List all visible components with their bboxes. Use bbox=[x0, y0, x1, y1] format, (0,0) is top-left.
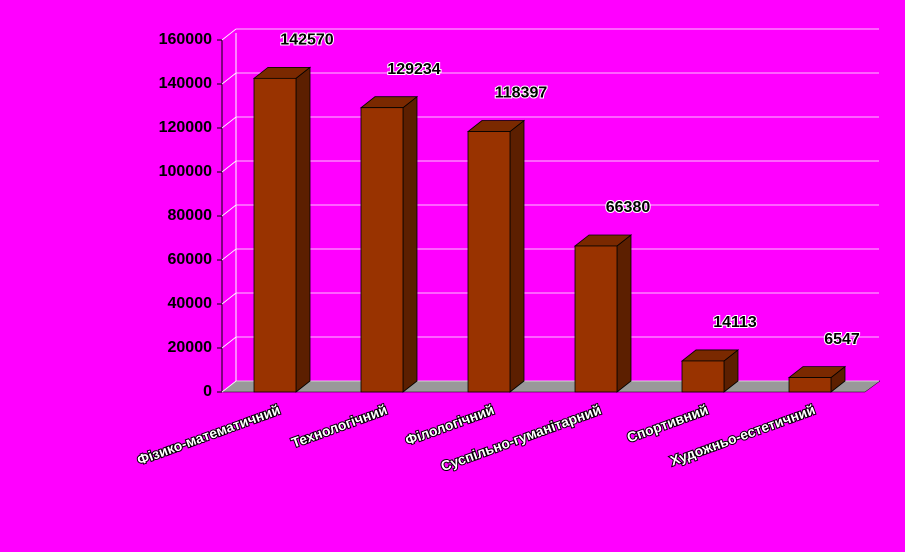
floor bbox=[221, 380, 881, 393]
y-tick-label: 20000 bbox=[168, 339, 213, 356]
y-tick-label: 160000 bbox=[159, 31, 212, 48]
x-tick-label: Фізико-математичний bbox=[135, 401, 282, 468]
bar-side bbox=[295, 66, 311, 393]
grid-line bbox=[221, 380, 237, 393]
grid-line bbox=[221, 248, 237, 261]
grid-line bbox=[221, 292, 237, 305]
y-tick-label: 100000 bbox=[159, 163, 212, 180]
bar bbox=[681, 360, 725, 393]
bar bbox=[360, 107, 404, 393]
y-tick-label: 140000 bbox=[159, 75, 212, 92]
bar bbox=[253, 77, 297, 393]
grid-line bbox=[221, 336, 237, 349]
grid-line bbox=[221, 28, 237, 41]
grid-line bbox=[221, 116, 237, 129]
y-tick-label: 40000 bbox=[168, 295, 213, 312]
bar bbox=[574, 245, 618, 393]
value-label: 66380 bbox=[606, 199, 651, 216]
value-label: 6547 bbox=[824, 331, 860, 348]
bar-side bbox=[616, 234, 632, 393]
value-label: 129234 bbox=[387, 61, 440, 78]
value-label: 14113 bbox=[713, 314, 757, 331]
grid-line bbox=[221, 72, 237, 85]
bar bbox=[467, 131, 511, 393]
y-tick-label: 60000 bbox=[168, 251, 213, 268]
bar-side bbox=[509, 119, 525, 393]
value-label: 142570 bbox=[280, 32, 333, 49]
bar-side bbox=[402, 95, 418, 393]
value-label: 118397 bbox=[495, 85, 548, 102]
x-tick-label: Технологічний bbox=[289, 401, 389, 450]
y-tick-label: 80000 bbox=[168, 207, 213, 224]
grid-line bbox=[221, 204, 237, 217]
bar bbox=[788, 377, 832, 393]
y-tick-label: 120000 bbox=[159, 119, 212, 136]
grid-line bbox=[221, 160, 237, 173]
x-tick-label: Філологічний bbox=[403, 401, 496, 448]
x-tick-label: Спортивний bbox=[625, 401, 711, 445]
y-tick-label: 0 bbox=[203, 383, 212, 400]
